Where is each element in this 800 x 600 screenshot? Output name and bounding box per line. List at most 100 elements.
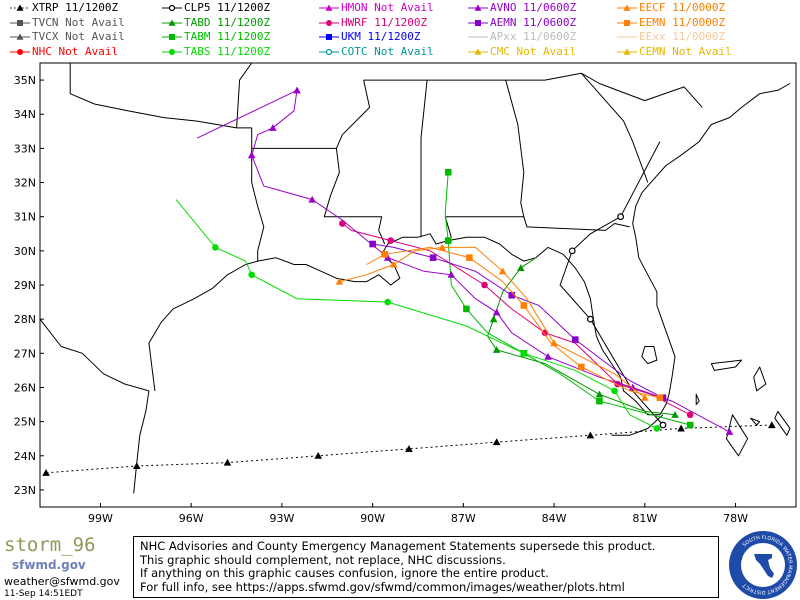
legend-label: CEMN Not Avail (639, 44, 732, 58)
lat-label: 30N (14, 245, 36, 258)
triangle-marker (623, 4, 631, 11)
legend-swatch (162, 48, 182, 55)
square-marker (577, 363, 585, 371)
legend-label: EECF 11/0000Z (639, 1, 726, 14)
triangle-marker (314, 451, 323, 459)
circle-marker (169, 48, 175, 55)
circle-marker (212, 244, 219, 251)
lon-label: 78W (723, 512, 748, 525)
track-line (559, 141, 664, 426)
triangle-marker (544, 352, 552, 360)
triangle-marker (447, 270, 456, 278)
track-avno (196, 86, 734, 435)
contact-email[interactable]: weather@sfwmd.gov (4, 575, 120, 588)
triangle-marker (489, 315, 498, 323)
track-line (342, 223, 691, 416)
track-aemn (369, 240, 667, 402)
triangle-marker (325, 4, 333, 11)
legend-label: CLP5 11/1200Z (184, 1, 271, 14)
track-xtrp (42, 421, 776, 476)
map-frame (39, 62, 797, 508)
track-line (339, 246, 646, 399)
legend-label: NHC Not Avail (32, 44, 119, 58)
legend-label: TVCX Not Avail (32, 30, 125, 43)
triangle-marker (223, 458, 232, 466)
square-marker (444, 237, 452, 244)
branding: storm_96 sfwmd.gov weather@sfwmd.gov 11-… (4, 534, 129, 600)
legend-swatch (319, 34, 339, 40)
legend-swatch (617, 4, 637, 11)
circle-open-marker (586, 315, 594, 323)
square-marker (571, 336, 579, 343)
square-marker (444, 168, 452, 176)
legend-label: COTC Not Avail (341, 44, 434, 58)
la-ms-border (323, 148, 386, 245)
brand-subtitle: sfwmd.gov (12, 558, 86, 572)
legend-swatch (162, 4, 182, 12)
carolina-border (581, 72, 703, 108)
florida-keys (611, 414, 664, 436)
track-eemn (366, 246, 664, 402)
al-ga-border (505, 79, 525, 217)
lon-label: 90W (360, 512, 385, 525)
triangle-marker (586, 431, 595, 439)
triangle-marker (517, 264, 525, 271)
disclaimer-line: This graphic should complement, not repl… (140, 552, 506, 567)
legend-swatch (468, 36, 488, 38)
legend-label: EEMN 11/0000Z (639, 15, 726, 29)
lon-label: 87W (451, 512, 476, 525)
lat-label: 23N (14, 484, 36, 497)
lon-label: 93W (269, 512, 294, 525)
track-line (196, 89, 730, 433)
triangle-marker (438, 243, 446, 251)
circle-open-marker (568, 247, 576, 255)
ga-sc-border (580, 72, 649, 183)
triangle-marker (474, 4, 482, 11)
tx-ok-border (69, 63, 252, 129)
legend-label: TABD 11/1200Z (184, 15, 271, 29)
legend-swatch (319, 48, 339, 55)
triangle-marker (16, 33, 24, 40)
bimini (695, 393, 700, 405)
disclaimer-line[interactable]: For full info, see https://apps.sfwmd.go… (140, 579, 625, 594)
square-marker (686, 421, 694, 429)
triangle-marker (269, 124, 277, 131)
lon-label: 96W (179, 512, 204, 525)
fl-border (445, 216, 630, 231)
eleuthera (774, 410, 791, 436)
circle-marker (326, 19, 332, 26)
triangle-marker (247, 151, 256, 159)
lat-label: 33N (14, 142, 36, 155)
legend-swatch (319, 19, 339, 26)
lat-label: 31N (14, 211, 36, 224)
triangle-marker (641, 393, 649, 401)
track-line (487, 257, 676, 416)
legend-label: HWRF 11/1200Z (341, 15, 428, 29)
legend-label: TABS 11/1200Z (184, 44, 271, 58)
legend-swatch (319, 4, 339, 11)
legend-label: UKM 11/1200Z (341, 30, 421, 43)
square-marker (17, 19, 23, 26)
legend-swatch (617, 19, 637, 26)
legend-label: TABM 11/1200Z (184, 30, 271, 43)
new-providence (750, 417, 761, 426)
legend-swatch (10, 48, 30, 55)
triangle-marker (671, 410, 679, 418)
legend-swatch (162, 34, 182, 40)
legend-label: CMC Not Avail (490, 44, 577, 58)
lat-label: 26N (14, 381, 36, 394)
lat-label: 35N (14, 74, 36, 87)
coastline (148, 83, 791, 416)
legend-swatch (10, 4, 30, 11)
legend-label: AVNO 11/0600Z (490, 1, 577, 14)
circle-marker (339, 220, 346, 227)
andros (725, 414, 749, 457)
rio-grande (39, 318, 150, 392)
triangle-marker (390, 260, 398, 268)
map-axes: 35N 34N 33N 32N 31N 30N 29N 28N 27N 26N 25N 24N 23N 9… (14, 74, 748, 525)
lat-label: 34N (14, 108, 36, 121)
circle-marker (481, 281, 488, 289)
square-marker (596, 397, 603, 405)
track-line (175, 199, 658, 429)
triangle-marker (492, 308, 501, 316)
